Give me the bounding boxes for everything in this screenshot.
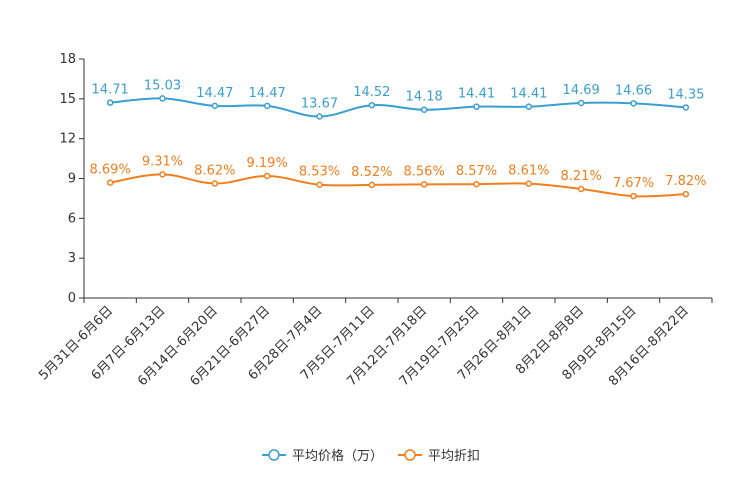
- data-label: 7.67%: [613, 176, 654, 191]
- y-tick-label: 9: [68, 172, 76, 187]
- legend-marker-icon: [268, 449, 280, 461]
- data-point: [263, 172, 271, 180]
- data-label: 8.52%: [351, 165, 392, 180]
- data-point: [630, 100, 637, 107]
- data-point: [368, 181, 376, 189]
- series-line: [110, 97, 686, 118]
- data-point: [106, 99, 114, 106]
- data-point: [106, 179, 114, 186]
- data-label: 13.67: [301, 96, 338, 111]
- legend-label: 平均折扣: [428, 449, 480, 464]
- data-point: [159, 171, 166, 178]
- series-avg-price: 14.71 15.03 14.47 14.47 13.67 14.52 14.18 14.41…: [92, 78, 704, 120]
- data-label: 14.71: [92, 83, 129, 98]
- data-point: [263, 102, 271, 110]
- legend-item-avg-discount[interactable]: 平均折扣: [398, 449, 480, 464]
- y-tick-label: 3: [68, 251, 76, 266]
- data-point: [211, 102, 219, 110]
- data-label: 14.41: [458, 87, 495, 102]
- series-line: [110, 173, 686, 198]
- data-label: 9.19%: [247, 156, 288, 171]
- data-point: [473, 103, 480, 110]
- data-point: [525, 180, 533, 187]
- data-point: [630, 192, 637, 200]
- data-label: 15.03: [144, 78, 181, 93]
- data-label: 8.61%: [508, 164, 549, 179]
- data-label: 14.41: [510, 87, 547, 102]
- y-tick-label: 0: [68, 291, 76, 306]
- data-label: 7.82%: [665, 174, 706, 189]
- data-point: [316, 181, 323, 188]
- data-point: [577, 185, 585, 193]
- data-label: 8.69%: [90, 163, 131, 178]
- data-point: [368, 101, 376, 109]
- data-label: 14.52: [353, 85, 390, 100]
- data-label: 14.47: [249, 86, 286, 101]
- data-point: [473, 180, 480, 188]
- chart-series: 14.71 15.03 14.47 14.47 13.67 14.52 14.18 14.41…: [90, 78, 706, 200]
- data-label: 9.31%: [142, 154, 183, 169]
- y-tick-label: 15: [59, 92, 76, 107]
- y-tick-label: 12: [59, 132, 76, 147]
- data-label: 14.69: [563, 83, 600, 98]
- legend-marker-icon: [404, 449, 416, 461]
- data-point: [525, 103, 533, 110]
- chart-legend[interactable]: 平均价格（万） 平均折扣: [262, 448, 480, 464]
- data-label: 8.56%: [404, 164, 445, 179]
- data-label: 14.47: [196, 86, 233, 101]
- data-label: 14.66: [615, 83, 652, 98]
- data-label: 8.53%: [299, 165, 340, 180]
- data-label: 14.18: [406, 90, 443, 105]
- data-point: [420, 106, 428, 113]
- data-point: [682, 104, 690, 111]
- data-label: 8.57%: [456, 164, 497, 179]
- data-point: [159, 95, 166, 102]
- data-point: [682, 190, 690, 198]
- y-tick-label: 6: [68, 211, 76, 226]
- y-tick-label: 18: [59, 52, 76, 67]
- series-avg-discount: 8.69% 9.31% 8.62% 9.19% 8.53% 8.52% 8.56% 8.57%…: [90, 154, 706, 200]
- data-point: [316, 113, 323, 120]
- data-label: 8.21%: [561, 169, 602, 184]
- data-label: 14.35: [667, 87, 704, 102]
- data-point: [420, 181, 428, 188]
- data-label: 8.62%: [194, 164, 235, 179]
- legend-item-avg-price[interactable]: 平均价格（万）: [262, 448, 383, 464]
- data-point: [577, 99, 585, 107]
- data-point: [211, 180, 219, 187]
- legend-label: 平均价格（万）: [292, 448, 383, 464]
